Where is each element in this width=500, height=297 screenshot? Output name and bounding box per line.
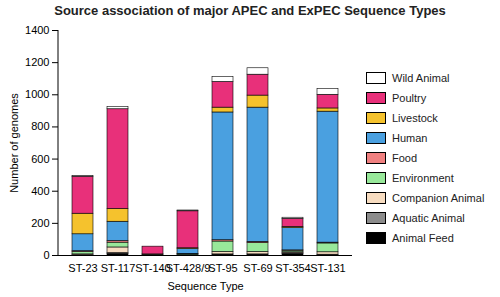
html-text:Animal Feed: Animal Feed: [392, 231, 454, 244]
svg-text:Sequence Type: Sequence Type: [167, 280, 243, 292]
html-text:Source association of major AP: Source association of major APEC and ExP…: [54, 3, 446, 18]
html-text:Human: Human: [392, 131, 428, 144]
svg-text:400: 400: [31, 185, 49, 197]
svg-text:ST-117: ST-117: [101, 262, 136, 274]
svg-text:ST-131: ST-131: [310, 262, 345, 274]
svg-text:1400: 1400: [25, 24, 49, 36]
svg-text:ST-354: ST-354: [275, 262, 310, 274]
html-text:Environment: Environment: [392, 171, 454, 184]
html-text:Aquatic Animal: Aquatic Animal: [392, 211, 465, 224]
svg-text:ST-23: ST-23: [68, 262, 97, 274]
svg-text:800: 800: [31, 120, 49, 132]
html-text:Poultry: Poultry: [392, 91, 427, 104]
html-text:Food: Food: [392, 151, 418, 164]
svg-text:ST-428/9: ST-428/9: [166, 262, 211, 274]
svg-text:1200: 1200: [25, 56, 49, 68]
svg-text:ST-69: ST-69: [243, 262, 272, 274]
svg-text:Number of genomes: Number of genomes: [8, 93, 20, 193]
html-text:Companion Animal: Companion Animal: [392, 191, 485, 204]
html-text:Livestock: Livestock: [392, 111, 438, 124]
html-text:Wild Animal: Wild Animal: [392, 71, 450, 84]
svg-text:200: 200: [31, 217, 49, 229]
svg-text:0: 0: [43, 249, 49, 261]
svg-text:600: 600: [31, 153, 49, 165]
svg-text:1000: 1000: [25, 88, 49, 100]
svg-text:ST-95: ST-95: [208, 262, 237, 274]
svg-text:ST-140: ST-140: [135, 262, 171, 275]
